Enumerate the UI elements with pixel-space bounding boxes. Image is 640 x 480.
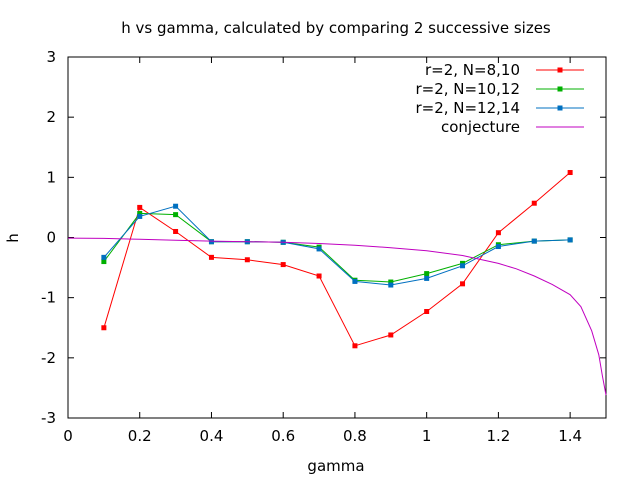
data-point — [460, 263, 466, 269]
data-point — [495, 230, 501, 236]
y-axis-label: h — [4, 233, 22, 243]
series-line-2 — [103, 212, 571, 283]
x-tick-label: 0 — [63, 427, 73, 445]
legend-marker — [557, 86, 563, 92]
x-tick-label: 0.8 — [343, 427, 367, 445]
data-point — [173, 228, 179, 234]
x-tick-label: 1 — [422, 427, 432, 445]
data-point — [137, 213, 143, 219]
data-point — [101, 254, 107, 260]
series-line-4 — [67, 237, 607, 396]
data-point — [424, 309, 430, 315]
data-point — [280, 262, 286, 268]
chart-title: h vs gamma, calculated by comparing 2 su… — [121, 19, 551, 37]
legend: r=2, N=8,10r=2, N=10,12r=2, N=12,14conje… — [415, 61, 584, 136]
legend-marker — [557, 105, 563, 111]
x-tick-label: 0.2 — [128, 427, 152, 445]
x-tick-label: 0.4 — [200, 427, 224, 445]
data-point — [531, 200, 537, 206]
y-tick-label: -3 — [41, 409, 56, 427]
x-tick-label: 0.6 — [271, 427, 295, 445]
y-tick-label: 0 — [46, 229, 56, 247]
data-point — [137, 210, 143, 216]
y-tick-label: -1 — [41, 289, 56, 307]
data-point — [388, 282, 394, 288]
data-point — [173, 203, 179, 209]
data-point — [244, 257, 250, 263]
data-point — [316, 246, 322, 252]
data-point — [531, 238, 537, 244]
data-point — [424, 271, 430, 277]
legend-label: conjecture — [441, 118, 520, 136]
y-tick-label: -2 — [41, 349, 56, 367]
data-point — [208, 254, 214, 260]
data-point — [352, 278, 358, 284]
legend-label: r=2, N=8,10 — [425, 61, 520, 79]
data-point — [316, 273, 322, 279]
x-tick-label: 1.4 — [558, 427, 582, 445]
data-point — [388, 279, 394, 285]
plot-area: 0 0.2 0.4 0.6 0.8 1 1.2 1.4 -3 -2 -1 0 1 2 3 — [41, 48, 607, 445]
data-point — [567, 170, 573, 176]
data-point — [567, 237, 573, 243]
series-line-3 — [103, 205, 571, 286]
data-point — [424, 275, 430, 281]
y-tick-label: 2 — [46, 108, 56, 126]
y-tick-label: 3 — [46, 48, 56, 66]
x-tick-label: 1.2 — [486, 427, 510, 445]
legend-label: r=2, N=12,14 — [415, 99, 520, 117]
x-axis-label: gamma — [307, 457, 364, 475]
legend-label: r=2, N=10,12 — [415, 80, 520, 98]
data-point — [173, 212, 179, 218]
plot-frame — [67, 56, 607, 419]
series-line-1 — [103, 172, 571, 347]
data-point — [101, 259, 107, 265]
data-point — [388, 332, 394, 338]
data-point — [352, 343, 358, 349]
data-point — [208, 239, 214, 245]
data-point — [495, 244, 501, 250]
y-tick-label: 1 — [46, 168, 56, 186]
data-point — [137, 204, 143, 210]
data-point — [460, 281, 466, 287]
legend-marker — [557, 67, 563, 73]
data-point — [101, 325, 107, 331]
